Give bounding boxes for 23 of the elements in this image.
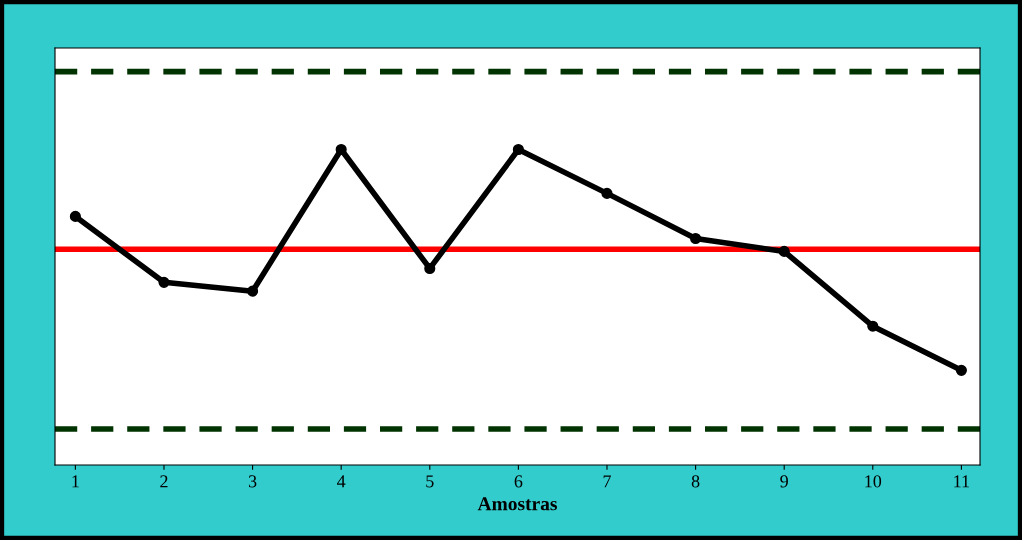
x-tick-label: 4: [337, 475, 346, 488]
x-tick-label: 6: [514, 475, 523, 488]
point: [158, 276, 170, 288]
point: [601, 187, 613, 199]
x-tick-label: 7: [603, 475, 611, 488]
point: [867, 320, 879, 332]
x-tick-label: 9: [780, 475, 788, 488]
point: [247, 285, 259, 297]
x-tick-label: 10: [865, 475, 882, 488]
x-tick-label: 5: [426, 475, 434, 488]
point: [955, 364, 967, 376]
x-axis-title: Amostras: [477, 497, 557, 511]
point: [778, 245, 790, 257]
point: [69, 210, 81, 222]
x-tick-label: 2: [160, 475, 168, 488]
x-tick-label: 3: [248, 475, 257, 488]
x-tick-label: 1: [72, 475, 79, 488]
point: [424, 262, 436, 275]
point: [690, 232, 702, 245]
x-tick-label: 11: [954, 475, 969, 488]
point: [512, 143, 524, 156]
point: [335, 143, 347, 156]
x-tick-label: 8: [691, 475, 700, 488]
